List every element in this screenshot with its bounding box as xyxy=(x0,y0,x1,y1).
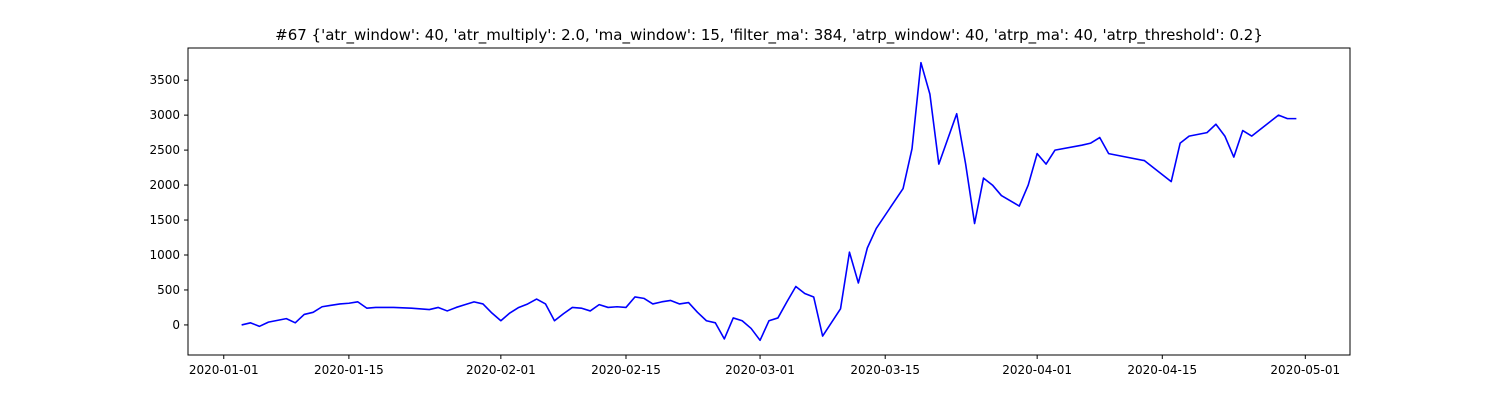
y-tick-label: 3000 xyxy=(149,108,180,122)
x-tick-label: 2020-01-01 xyxy=(189,363,259,377)
y-tick-label: 2000 xyxy=(149,178,180,192)
x-tick-label: 2020-01-15 xyxy=(314,363,384,377)
y-tick-label: 1500 xyxy=(149,213,180,227)
chart-title: #67 {'atr_window': 40, 'atr_multiply': 2… xyxy=(275,26,1263,45)
x-tick-label: 2020-02-15 xyxy=(591,363,661,377)
x-tick-label: 2020-04-01 xyxy=(1002,363,1072,377)
x-tick-label: 2020-02-01 xyxy=(466,363,536,377)
x-tick-label: 2020-04-15 xyxy=(1127,363,1197,377)
y-tick-label: 1000 xyxy=(149,248,180,262)
x-tick-label: 2020-03-01 xyxy=(725,363,795,377)
plot-frame xyxy=(187,47,1351,356)
y-tick-label: 3500 xyxy=(149,73,180,87)
y-tick-label: 2500 xyxy=(149,143,180,157)
x-tick-label: 2020-03-15 xyxy=(850,363,920,377)
y-tick-label: 0 xyxy=(172,318,180,332)
x-tick-label: 2020-05-01 xyxy=(1270,363,1340,377)
line xyxy=(241,61,1297,342)
y-tick-label: 500 xyxy=(157,283,180,297)
